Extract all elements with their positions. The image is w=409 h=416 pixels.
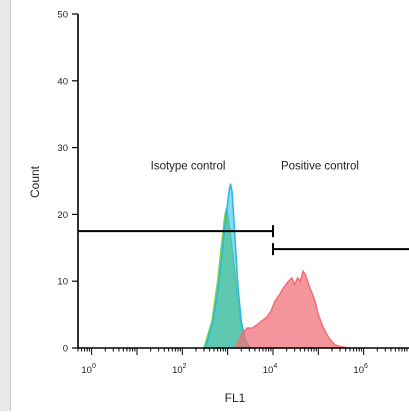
series-areas — [202, 183, 349, 349]
y-tick-label: 10 — [57, 277, 68, 288]
gates — [78, 225, 409, 256]
y-tick-label: 50 — [57, 10, 68, 21]
x-tick-label: 104 — [263, 363, 278, 376]
y-tick-label: 20 — [57, 210, 68, 221]
series-area-3 — [234, 269, 349, 349]
x-axis-label: FL1 — [225, 391, 246, 405]
axes — [77, 14, 409, 349]
left-border — [0, 0, 11, 411]
x-ticks: 100 102 104 106 — [77, 348, 408, 376]
annotation-1: Isotype control — [151, 161, 226, 173]
x-tick-label: 100 — [81, 363, 96, 376]
y-ticks: 0 10 20 30 40 50 — [57, 10, 78, 355]
x-tick-label: 102 — [172, 363, 187, 376]
annotations: Isotype control Positive control — [151, 161, 359, 173]
y-tick-label: 40 — [57, 76, 68, 87]
y-tick-label: 0 — [63, 344, 68, 355]
series-area-2 — [204, 183, 253, 349]
x-tick-label: 106 — [353, 363, 368, 376]
y-tick-label: 30 — [57, 143, 68, 154]
annotation-2: Positive control — [281, 161, 359, 173]
y-axis-label: Count — [28, 165, 42, 198]
